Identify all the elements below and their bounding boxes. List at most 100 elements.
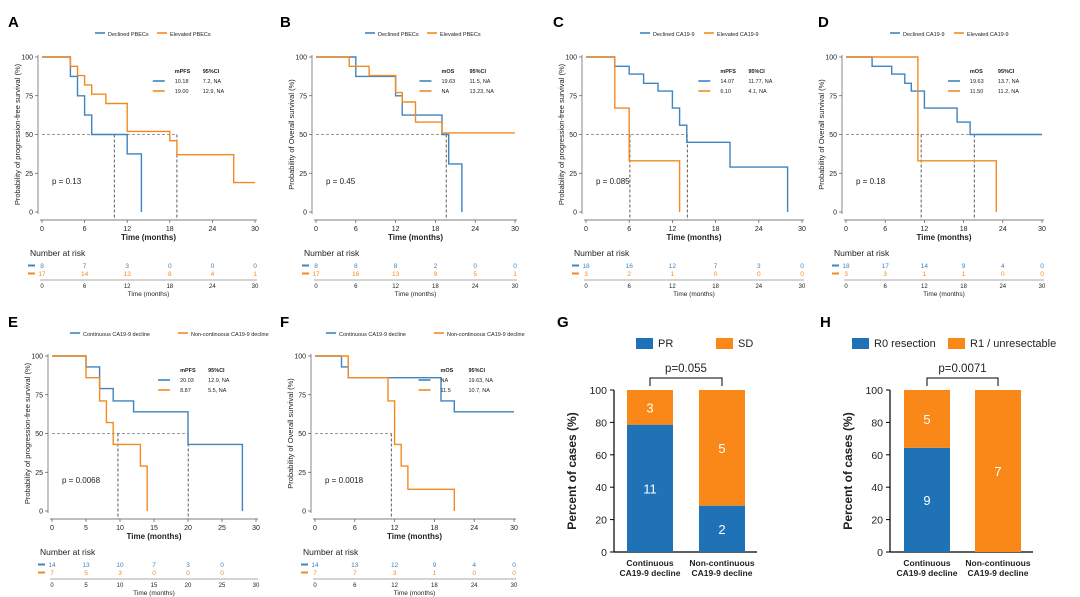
risk-count: 0 bbox=[211, 263, 215, 270]
risk-x-tick-label: 0 bbox=[584, 284, 588, 290]
x-tick-label: 20 bbox=[184, 525, 192, 532]
y-tick-label: 0 bbox=[29, 210, 33, 217]
risk-x-tick-label: 12 bbox=[391, 583, 398, 589]
risk-count: 18 bbox=[582, 263, 590, 270]
x-axis-label: Time (months) bbox=[387, 532, 442, 541]
risk-x-tick-label: 6 bbox=[354, 284, 358, 290]
y-tick-label: 75 bbox=[569, 93, 577, 100]
legend-swatch bbox=[852, 338, 869, 349]
stat-ci: 11.2, NA bbox=[998, 89, 1019, 95]
risk-count: 13 bbox=[392, 271, 400, 278]
risk-count: 3 bbox=[393, 570, 397, 577]
x-tick-label: 25 bbox=[218, 525, 226, 532]
y-tick-label: 50 bbox=[35, 431, 43, 438]
risk-x-tick-label: 12 bbox=[392, 284, 399, 290]
legend-entry: Declined PBECs bbox=[378, 32, 419, 38]
risk-count: 0 bbox=[800, 263, 804, 270]
x-tick-label: 6 bbox=[83, 226, 87, 233]
risk-title: Number at risk bbox=[40, 547, 96, 557]
legend-entry: R0 resection bbox=[874, 338, 936, 350]
risk-count: 12 bbox=[669, 263, 677, 270]
risk-count: 7 bbox=[714, 263, 718, 270]
km-curve-orange bbox=[846, 56, 997, 212]
bar-count-label: 7 bbox=[994, 464, 1001, 479]
legend-entry: Continuous CA19-9 decline bbox=[339, 332, 406, 338]
stat-median: 14.07 bbox=[720, 79, 734, 85]
stat-header: 95%CI bbox=[469, 69, 486, 75]
x-tick-label: 12 bbox=[391, 525, 399, 532]
risk-x-label: Time (months) bbox=[128, 291, 170, 298]
km-curve-orange bbox=[42, 56, 255, 184]
x-axis-label: Time (months) bbox=[388, 233, 443, 242]
legend-entry: Elevated CA19-9 bbox=[967, 32, 1009, 38]
significance-bracket bbox=[926, 377, 999, 386]
km-curve-orange bbox=[315, 355, 455, 511]
legend-entry: Declined CA19-9 bbox=[903, 32, 945, 38]
risk-x-tick-label: 0 bbox=[40, 284, 44, 290]
p-value: p = 0.0018 bbox=[325, 476, 364, 485]
risk-x-tick-label: 5 bbox=[84, 583, 88, 589]
risk-x-tick-label: 30 bbox=[512, 284, 519, 290]
stat-header: 95%CI bbox=[998, 69, 1015, 75]
p-value: p=0.055 bbox=[665, 363, 707, 375]
risk-count: 0 bbox=[220, 570, 224, 577]
x-tick-label: 30 bbox=[798, 226, 806, 233]
legend-entry: R1 / unresectable bbox=[970, 338, 1056, 350]
x-tick-label: 24 bbox=[470, 525, 478, 532]
x-tick-label: 18 bbox=[166, 226, 174, 233]
y-tick-label: 20 bbox=[871, 515, 883, 527]
risk-count: 9 bbox=[962, 263, 966, 270]
x-tick-label: 0 bbox=[844, 226, 848, 233]
y-tick-label: 100 bbox=[294, 354, 306, 361]
x-tick-label: 12 bbox=[392, 226, 400, 233]
risk-count: 4 bbox=[1001, 263, 1005, 270]
category-label-line: CA19-9 decline bbox=[692, 568, 753, 578]
y-tick-label: 0 bbox=[573, 210, 577, 217]
y-axis-label: Probability of Overall survival (%) bbox=[286, 378, 295, 489]
stat-header: mPFS bbox=[180, 368, 196, 374]
km-curve-orange bbox=[52, 355, 148, 511]
panel-label: A bbox=[8, 14, 19, 31]
y-tick-label: 80 bbox=[871, 417, 883, 429]
risk-count: 9 bbox=[433, 562, 437, 569]
risk-count: 0 bbox=[512, 570, 516, 577]
risk-x-tick-label: 18 bbox=[166, 284, 173, 290]
p-value: p=0.0071 bbox=[938, 363, 986, 375]
stat-median: 11.5 bbox=[440, 388, 450, 394]
stat-header: 95%CI bbox=[468, 368, 485, 374]
risk-x-tick-label: 20 bbox=[185, 583, 192, 589]
y-tick-label: 75 bbox=[35, 392, 43, 399]
category-label-line: CA19-9 decline bbox=[968, 568, 1029, 578]
y-tick-label: 75 bbox=[299, 93, 307, 100]
risk-count: 0 bbox=[152, 570, 156, 577]
risk-count: 8 bbox=[314, 263, 318, 270]
x-axis-label: Time (months) bbox=[127, 532, 182, 541]
stat-ci: 11.5, NA bbox=[469, 79, 490, 85]
km-curve-blue bbox=[586, 56, 789, 212]
stat-median: 6.10 bbox=[720, 89, 731, 95]
risk-count: 14 bbox=[921, 263, 929, 270]
km-curve-blue bbox=[52, 355, 244, 511]
km-curve-orange bbox=[316, 56, 515, 134]
risk-x-tick-label: 25 bbox=[219, 583, 226, 589]
stat-ci: 10.7, NA bbox=[468, 388, 490, 394]
bar-segment-r0-resection bbox=[904, 447, 950, 552]
category-label: Non-continuous CA19-9 decline bbox=[689, 558, 754, 578]
y-axis-label: Percent of cases (%) bbox=[841, 412, 855, 529]
y-tick-label: 100 bbox=[21, 55, 33, 62]
bar-count-label: 11 bbox=[643, 481, 657, 496]
x-tick-label: 0 bbox=[314, 226, 318, 233]
x-tick-label: 30 bbox=[251, 226, 259, 233]
bar-segment-sd bbox=[699, 390, 745, 506]
legend-entry: Declined PBECs bbox=[108, 32, 149, 38]
legend-entry: PR bbox=[658, 338, 673, 350]
stat-ci: 12.9, NA bbox=[208, 378, 230, 384]
risk-count: 1 bbox=[433, 570, 437, 577]
y-tick-label: 0 bbox=[601, 547, 607, 559]
x-tick-label: 10 bbox=[116, 525, 124, 532]
risk-count: 17 bbox=[312, 271, 320, 278]
stat-header: 95%CI bbox=[208, 368, 225, 374]
p-value: p = 0.13 bbox=[52, 177, 82, 186]
risk-count: 1 bbox=[962, 271, 966, 278]
